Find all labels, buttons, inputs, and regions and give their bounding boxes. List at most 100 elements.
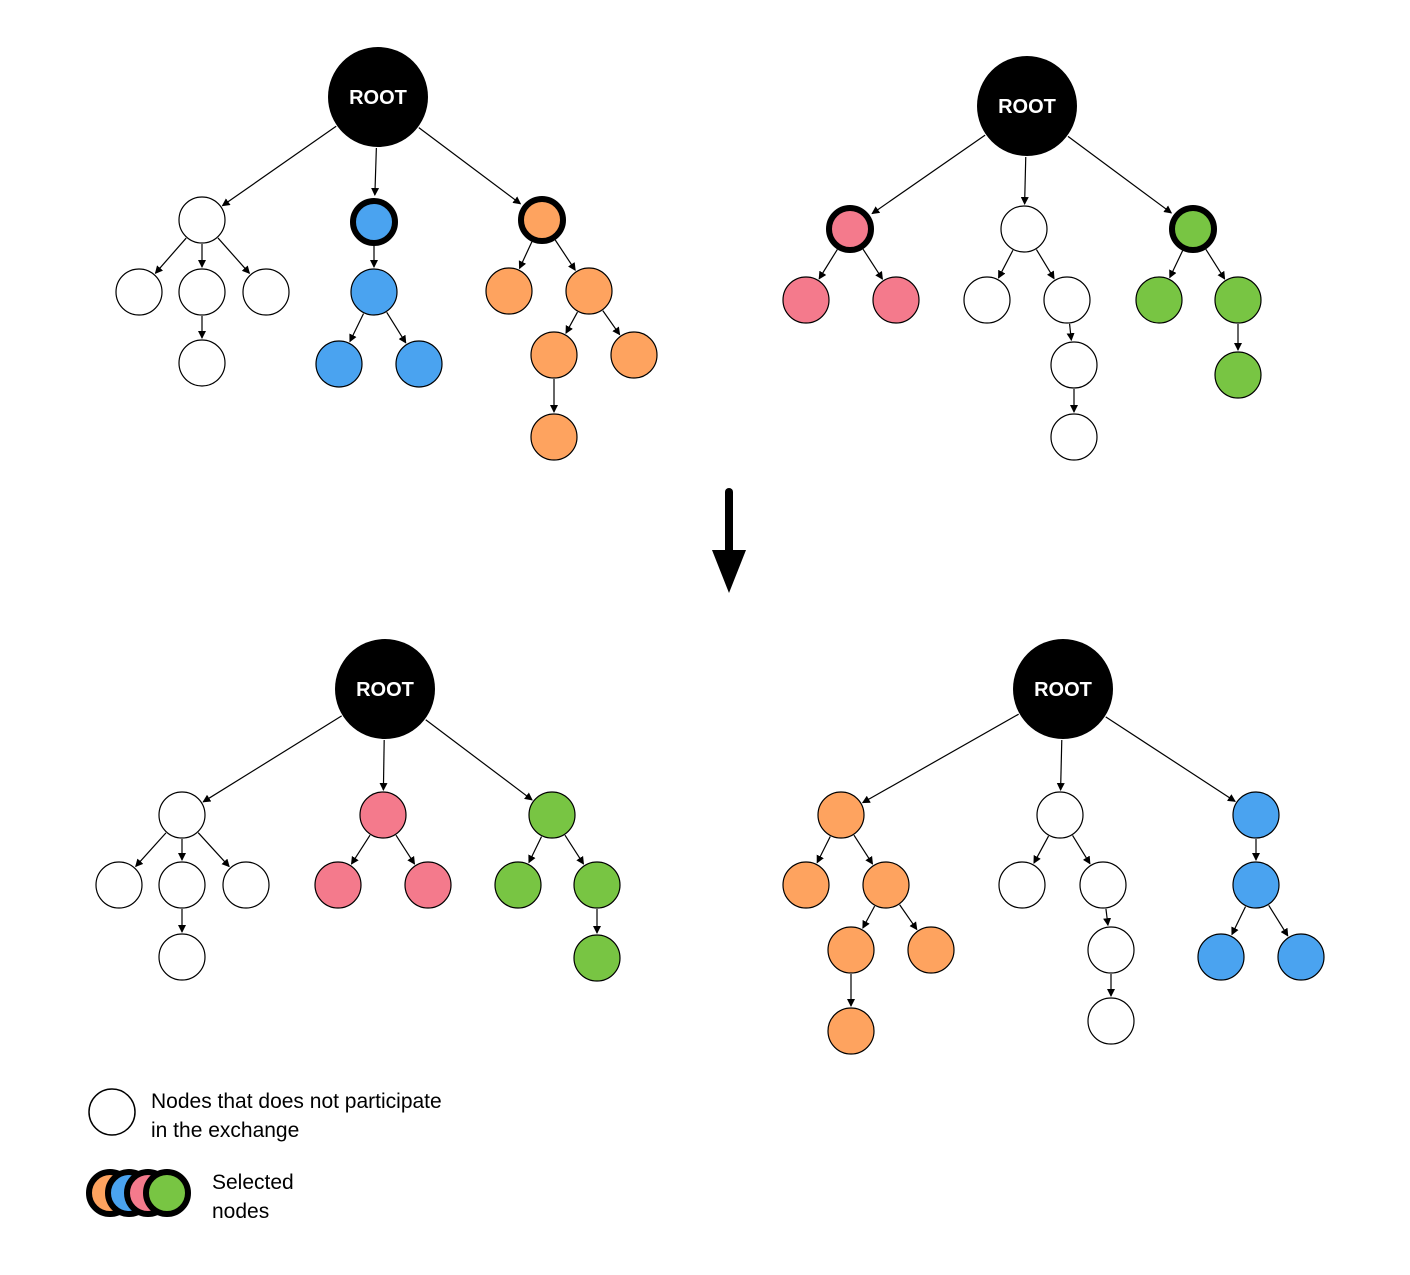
edge-r-c <box>418 127 522 205</box>
edge-c-c1 <box>518 241 533 270</box>
transition-arrow-head <box>712 550 746 593</box>
edge-a-a1 <box>135 832 167 868</box>
node-green-g2 <box>573 861 621 909</box>
edge-r-w <box>1056 739 1065 792</box>
edge-p-p2 <box>395 834 416 865</box>
node-green-g1 <box>494 861 542 909</box>
edge-r-b <box>371 147 380 197</box>
node-white-w1 <box>998 861 1046 909</box>
node-white-a21 <box>158 933 206 981</box>
node-white-w211 <box>1087 997 1135 1045</box>
node-orange-c21 <box>827 926 875 974</box>
edge-a-a3 <box>217 237 251 275</box>
edge-c-c2 <box>554 239 576 271</box>
node-white-a <box>178 196 226 244</box>
edge-r-c <box>861 713 1019 804</box>
node-green-g1 <box>1135 276 1183 324</box>
node-green-g21 <box>1214 351 1262 399</box>
node-blue-b1 <box>1232 861 1280 909</box>
edge-r-w <box>1020 156 1029 206</box>
legend-plain-node-icon <box>88 1088 136 1136</box>
node-white-a1 <box>115 268 163 316</box>
node-blue-b11 <box>315 340 363 388</box>
node-orange-c2 <box>565 267 613 315</box>
node-blue-b11 <box>1197 933 1245 981</box>
node-green-g <box>528 791 576 839</box>
legend-swatch-green <box>143 1169 191 1217</box>
root-label: ROOT <box>356 679 414 701</box>
edge-r-p <box>871 134 986 215</box>
node-orange-c211 <box>827 1007 875 1055</box>
node-white-a <box>158 791 206 839</box>
edge-c2-c22 <box>899 904 918 931</box>
edge-b1-b11 <box>1231 906 1247 936</box>
node-white-w <box>1000 205 1048 253</box>
node-pink-p1 <box>314 861 362 909</box>
edge-r-g <box>425 719 533 801</box>
node-white-w <box>1036 791 1084 839</box>
edge-c-c1 <box>816 836 831 864</box>
node-blue-b12 <box>1277 933 1325 981</box>
edge-p-p2 <box>862 248 883 280</box>
node-orange-c1 <box>485 267 533 315</box>
node-white-w1 <box>963 276 1011 324</box>
edge-w2-w21 <box>1103 908 1112 927</box>
node-orange-c1 <box>782 861 830 909</box>
edge-g-g2 <box>1205 248 1226 280</box>
node-white-a3 <box>222 861 270 909</box>
root-label: ROOT <box>1034 679 1092 701</box>
root-node <box>335 639 435 739</box>
edge-r-a <box>221 125 337 207</box>
edge-c2-c22 <box>602 310 621 336</box>
legend-plain-line1: Nodes that does not participate <box>151 1090 442 1113</box>
legend-selected-line2: nodes <box>212 1200 269 1223</box>
node-blue-b12 <box>395 340 443 388</box>
node-white-w21 <box>1050 341 1098 389</box>
edge-b1-b11 <box>349 313 365 343</box>
selected-node-blue-b <box>350 198 398 246</box>
legend-selected: Selected nodes <box>86 1169 294 1223</box>
node-white-a1 <box>95 861 143 909</box>
node-white-w21 <box>1087 926 1135 974</box>
selected-node-pink-p <box>826 205 874 253</box>
edge-w-w2 <box>1072 835 1091 865</box>
root-node <box>1013 639 1113 739</box>
edge-g-g2 <box>564 834 585 865</box>
node-white-a21 <box>178 339 226 387</box>
node-pink-p <box>359 791 407 839</box>
edge-w-w2 <box>1035 249 1055 280</box>
root-label: ROOT <box>349 87 407 109</box>
legend-plain: Nodes that does not participate in the e… <box>88 1088 442 1142</box>
node-white-w2 <box>1079 861 1127 909</box>
node-blue-b1 <box>350 268 398 316</box>
edge-a-a1 <box>154 237 187 274</box>
legend-plain-line2: in the exchange <box>151 1119 299 1142</box>
node-green-g2 <box>1214 276 1262 324</box>
root-label: ROOT <box>998 96 1056 118</box>
node-orange-c22 <box>610 331 658 379</box>
edge-g-g1 <box>528 836 543 864</box>
edge-p-p1 <box>350 834 371 865</box>
root-node <box>328 47 428 147</box>
legend-selected-swatches <box>86 1169 191 1217</box>
node-orange-c21 <box>530 331 578 379</box>
node-orange-c <box>817 791 865 839</box>
node-pink-p2 <box>404 861 452 909</box>
legend: Nodes that does not participate in the e… <box>86 1088 442 1223</box>
edge-b1-b12 <box>1268 905 1289 937</box>
node-white-a2 <box>178 268 226 316</box>
edge-g-g1 <box>1169 250 1184 279</box>
edge-p-p1 <box>818 249 838 280</box>
edge-r-p <box>379 739 388 792</box>
edge-c2-c21 <box>565 311 579 334</box>
node-white-a2 <box>158 861 206 909</box>
tree-before-right: ROOT <box>782 56 1262 461</box>
node-white-w211 <box>1050 413 1098 461</box>
node-orange-c2 <box>862 861 910 909</box>
edge-a-a3 <box>197 832 230 868</box>
edge-b1-b12 <box>386 312 407 344</box>
edge-w2-w21 <box>1066 323 1075 342</box>
node-pink-p2 <box>872 276 920 324</box>
node-orange-c211 <box>530 413 578 461</box>
